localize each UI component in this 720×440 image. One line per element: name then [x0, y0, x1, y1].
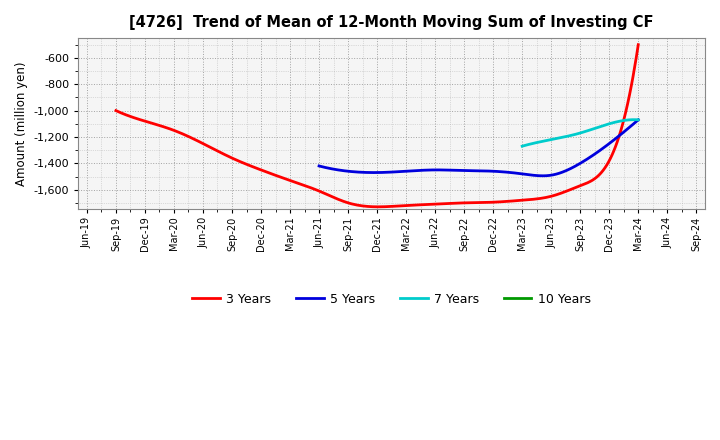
5 Years: [538, 173, 546, 179]
3 Years: [113, 109, 122, 114]
7 Years: [587, 127, 595, 132]
3 Years: [587, 178, 595, 183]
7 Years: [623, 117, 631, 123]
3 Years: [634, 42, 642, 48]
5 Years: [505, 170, 513, 175]
7 Years: [630, 117, 639, 122]
7 Years: [518, 143, 526, 149]
Line: 7 Years: 7 Years: [522, 120, 638, 146]
Line: 3 Years: 3 Years: [116, 45, 638, 207]
Title: [4726]  Trend of Mean of 12-Month Moving Sum of Investing CF: [4726] Trend of Mean of 12-Month Moving …: [130, 15, 654, 30]
3 Years: [423, 202, 431, 207]
Y-axis label: Amount (million yen): Amount (million yen): [15, 62, 28, 186]
3 Years: [433, 202, 441, 207]
7 Years: [616, 118, 624, 124]
Line: 5 Years: 5 Years: [319, 120, 638, 176]
3 Years: [112, 108, 120, 113]
5 Years: [634, 117, 642, 122]
5 Years: [510, 170, 518, 176]
3 Years: [554, 192, 562, 197]
5 Years: [315, 163, 323, 169]
7 Years: [589, 126, 598, 132]
3 Years: [424, 202, 433, 207]
7 Years: [587, 127, 595, 132]
7 Years: [518, 143, 527, 149]
7 Years: [634, 117, 642, 122]
Legend: 3 Years, 5 Years, 7 Years, 10 Years: 3 Years, 5 Years, 7 Years, 10 Years: [187, 288, 595, 311]
5 Years: [605, 141, 613, 146]
5 Years: [504, 170, 513, 175]
5 Years: [316, 164, 325, 169]
5 Years: [585, 155, 593, 161]
3 Years: [374, 204, 382, 209]
